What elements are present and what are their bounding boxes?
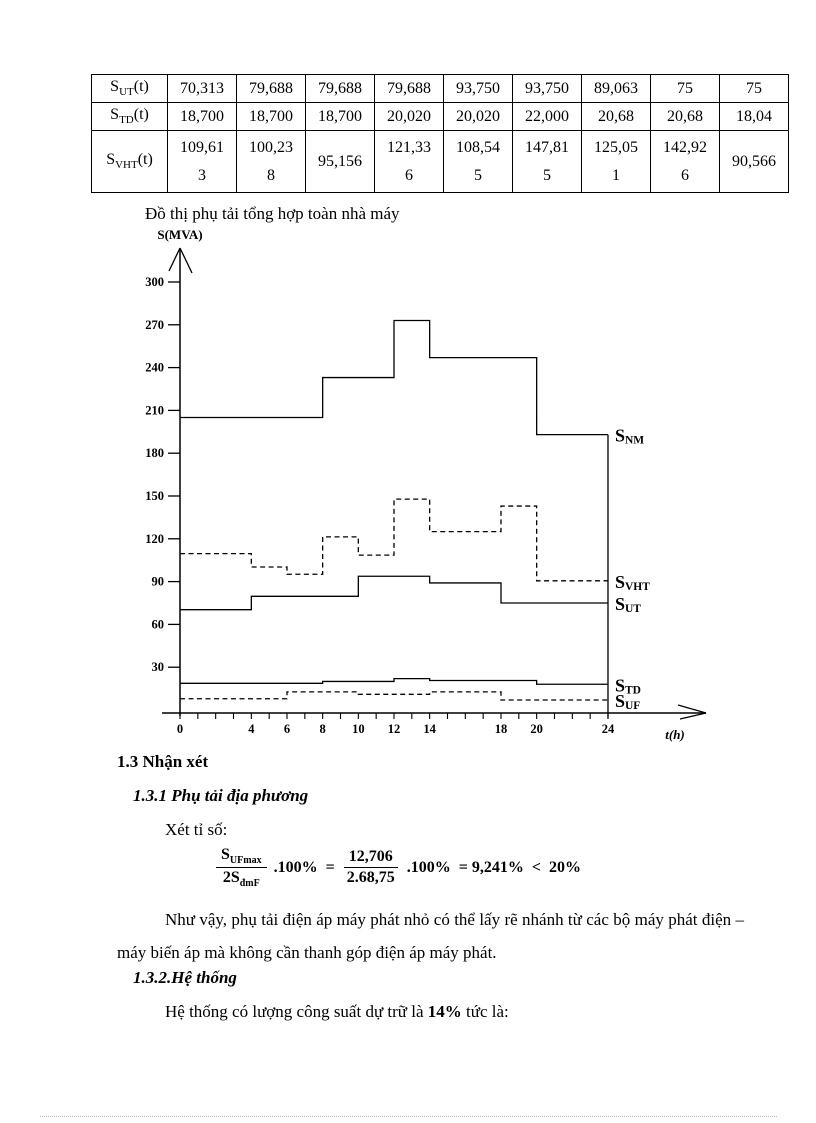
- y-tick-label: 270: [145, 318, 164, 332]
- y-axis-arrowhead: [179, 247, 193, 274]
- table-cell: 70,313: [167, 74, 237, 103]
- reserve-percent: 14%: [427, 1002, 462, 1021]
- row-label: STD(t): [91, 102, 168, 131]
- x-tick-label: 18: [495, 722, 508, 736]
- table-cell: 75: [719, 74, 789, 103]
- table-cell: 100,238: [236, 130, 306, 193]
- y-tick-label: 30: [152, 660, 165, 674]
- row-label: SVHT(t): [91, 130, 168, 193]
- reserve-text-pre: Hệ thống có lượng công suất dự trữ là: [165, 1002, 428, 1021]
- y-axis-title: S(MVA): [157, 227, 202, 242]
- formula-denominator: 2SđmF: [222, 869, 260, 890]
- y-tick-label: 240: [145, 361, 164, 375]
- x-tick-label: 24: [602, 722, 615, 736]
- formula-numerator-value: 12,706: [343, 848, 398, 869]
- data-table-body: SUT(t) 70,313 79,688 79,688 79,688 93,750 93,7…: [91, 74, 789, 193]
- table-cell: 109,613: [167, 130, 237, 193]
- table-cell: 142,926: [650, 130, 720, 193]
- table-cell: 20,020: [374, 102, 444, 131]
- table-cell: 20,68: [581, 102, 651, 131]
- formula-numerator: SUFmax: [216, 846, 267, 869]
- y-tick-label: 210: [145, 403, 164, 417]
- table-cell: 89,063: [581, 74, 651, 103]
- table-cell: 22,000: [512, 102, 582, 131]
- x-tick-label: 10: [352, 722, 365, 736]
- table-row: SUT(t) 70,313 79,688 79,688 79,688 93,750 93,7…: [91, 74, 789, 103]
- x-tick-label: 6: [284, 722, 290, 736]
- x-axis-title: t(h): [665, 727, 685, 742]
- x-axis-arrowhead: [679, 712, 707, 720]
- formula-operator: .100% =: [273, 858, 335, 876]
- series-curve-STD: [180, 677, 608, 685]
- table-cell: 95,156: [305, 130, 375, 193]
- table-cell: 75: [650, 74, 720, 103]
- table-cell: 79,688: [374, 74, 444, 103]
- table-cell: 20,020: [443, 102, 513, 131]
- ratio-intro-text: Xét tỉ số:: [165, 820, 228, 839]
- table-row: STD(t) 18,700 18,700 18,700 20,020 20,020 22,0…: [91, 102, 789, 131]
- heading-1-3: 1.3 Nhận xét: [117, 752, 209, 771]
- paragraph-system-reserve: Hệ thống có lượng công suất dự trữ là 14…: [165, 1002, 509, 1022]
- x-tick-label: 20: [530, 722, 543, 736]
- table-cell: 18,700: [236, 102, 306, 131]
- load-chart-area: 30 60 90 120 150 180 210 240 270 300 0 4 6 8 10 12 14 18 2…: [120, 226, 770, 756]
- table-cell: 93,750: [443, 74, 513, 103]
- table-cell: 79,688: [236, 74, 306, 103]
- series-label-SUT: SUT: [615, 594, 641, 615]
- series-curve-SUT: [180, 575, 608, 611]
- series-curve-SUF: [180, 691, 608, 701]
- formula-fraction-numeric: 12,706 2.68,75: [342, 848, 400, 887]
- table-cell: 147,815: [512, 130, 582, 193]
- table-cell: 79,688: [305, 74, 375, 103]
- series-curve-SVHT: [180, 498, 608, 582]
- load-curve-chart: 30 60 90 120 150 180 210 240 270 300 0 4 6 8 10 12 14 18 2…: [145, 227, 707, 742]
- ratio-formula: SUFmax 2SđmF .100% = 12,706 2.68,75 .100…: [213, 846, 585, 889]
- chart-caption: Đồ thị phụ tải tổng hợp toàn nhà máy: [145, 204, 400, 223]
- formula-fraction-symbolic: SUFmax 2SđmF: [216, 846, 267, 889]
- series-curve-SNM: [180, 319, 608, 436]
- heading-1-3-2: 1.3.2.Hệ thống: [133, 968, 237, 987]
- table-cell: 93,750: [512, 74, 582, 103]
- series-label-STD: STD: [615, 675, 641, 696]
- data-table: SUT(t) 70,313 79,688 79,688 79,688 93,750 93,7…: [91, 74, 789, 193]
- x-axis-arrowhead: [677, 704, 707, 714]
- table-cell: 18,04: [719, 102, 789, 131]
- x-tick-label: 4: [248, 722, 255, 736]
- y-tick-label: 150: [145, 489, 164, 503]
- y-tick-label: 180: [145, 446, 164, 460]
- x-tick-label: 0: [177, 722, 183, 736]
- paragraph-local-load: Như vậy, phụ tải điện áp máy phát nhỏ có…: [117, 910, 744, 963]
- footer-dotted-rule: [40, 1116, 777, 1117]
- heading-1-3-1: 1.3.1 Phụ tải địa phương: [133, 786, 309, 805]
- formula-denominator-value: 2.68,75: [346, 869, 395, 887]
- table-cell: 18,700: [167, 102, 237, 131]
- table-cell: 121,336: [374, 130, 444, 193]
- row-label: SUT(t): [91, 74, 168, 103]
- table-cell: 108,545: [443, 130, 513, 193]
- table-cell: 20,68: [650, 102, 720, 131]
- x-tick-label: 14: [423, 722, 436, 736]
- table-row: SVHT(t) 109,613 100,238 95,156 121,336 108,54…: [91, 130, 789, 193]
- formula-result: .100% = 9,241% < 20%: [406, 858, 581, 876]
- y-tick-label: 120: [145, 532, 164, 546]
- x-tick-label: 12: [388, 722, 401, 736]
- reserve-text-post: tức là:: [461, 1002, 509, 1021]
- y-axis-arrowhead: [168, 247, 181, 272]
- y-tick-label: 60: [152, 617, 165, 631]
- y-tick-label: 300: [145, 275, 164, 289]
- series-label-SNM: SNM: [615, 426, 644, 447]
- table-cell: 90,566: [719, 130, 789, 193]
- x-tick-label: 8: [320, 722, 326, 736]
- table-cell: 18,700: [305, 102, 375, 131]
- y-tick-label: 90: [152, 575, 165, 589]
- series-label-SVHT: SVHT: [615, 572, 650, 593]
- series-label-SUF: SUF: [615, 691, 640, 712]
- table-cell: 125,051: [581, 130, 651, 193]
